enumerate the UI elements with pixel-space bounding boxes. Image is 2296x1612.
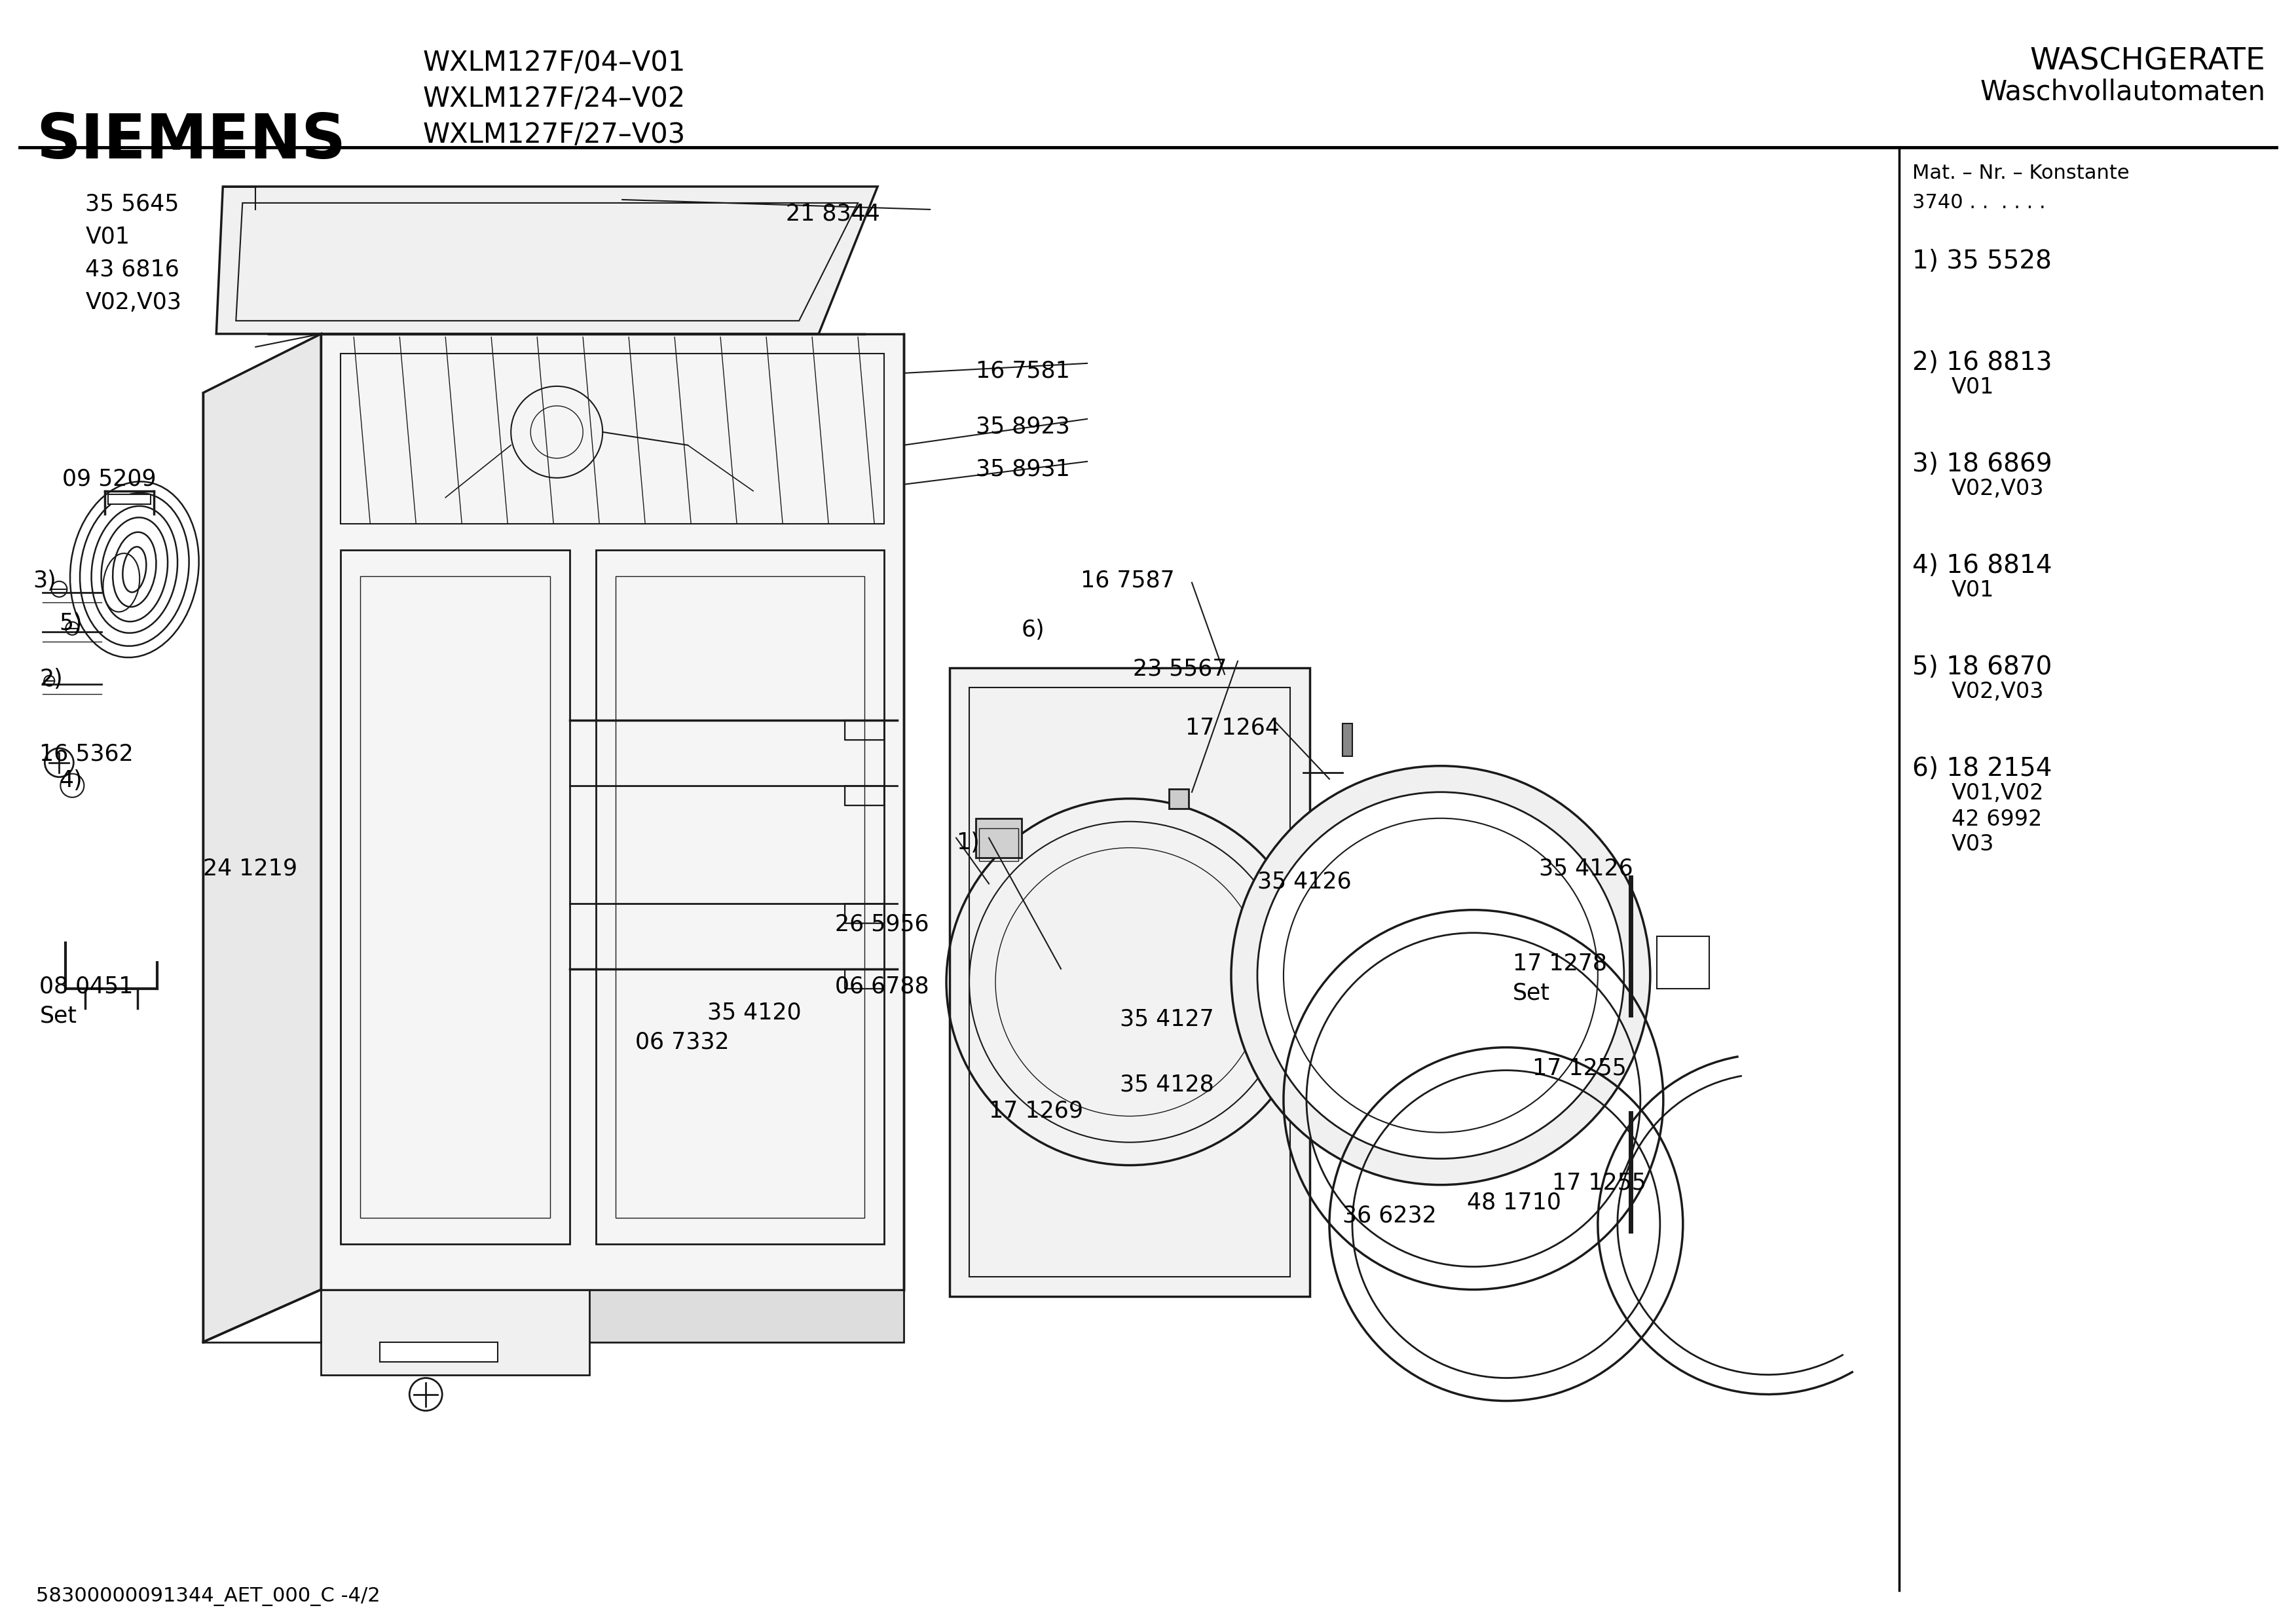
Text: 26 5956: 26 5956 — [836, 912, 930, 935]
Bar — [845, 969, 884, 988]
Circle shape — [1231, 766, 1651, 1185]
Text: 1) 35 5528: 1) 35 5528 — [1913, 248, 2053, 274]
Bar — [976, 819, 1022, 858]
Bar — [379, 1341, 498, 1362]
Text: 6): 6) — [1022, 619, 1045, 642]
Bar — [845, 721, 884, 740]
Text: 06 7332: 06 7332 — [636, 1032, 730, 1053]
Bar — [978, 829, 1019, 861]
Text: 2) 16 8813: 2) 16 8813 — [1913, 350, 2053, 376]
Text: Set: Set — [39, 1004, 76, 1027]
Text: 24 1219: 24 1219 — [204, 858, 298, 880]
Text: 06 6788: 06 6788 — [836, 975, 930, 998]
Text: V02,V03: V02,V03 — [85, 292, 181, 314]
Text: 35 4126: 35 4126 — [1258, 870, 1352, 893]
Text: Mat. – Nr. – Konstante: Mat. – Nr. – Konstante — [1913, 164, 2128, 182]
Bar — [845, 785, 884, 804]
Text: 16 7587: 16 7587 — [1081, 569, 1176, 592]
Bar — [845, 903, 884, 924]
Circle shape — [1258, 791, 1623, 1159]
Text: 35 4126: 35 4126 — [1538, 858, 1632, 880]
Text: V03: V03 — [1952, 833, 1995, 854]
Bar — [845, 721, 884, 740]
Polygon shape — [204, 334, 321, 1341]
Text: 35 4127: 35 4127 — [1120, 1008, 1215, 1030]
Text: SIEMENS: SIEMENS — [37, 111, 347, 171]
Bar — [845, 903, 884, 924]
Text: 17 1255: 17 1255 — [1552, 1172, 1646, 1194]
Polygon shape — [321, 1290, 590, 1375]
Text: 58300000091344_AET_000_C -4/2: 58300000091344_AET_000_C -4/2 — [37, 1588, 381, 1607]
Text: 4): 4) — [60, 769, 83, 791]
Text: 48 1710: 48 1710 — [1467, 1191, 1561, 1214]
Text: V02,V03: V02,V03 — [1952, 680, 2043, 703]
Text: 17 1264: 17 1264 — [1185, 717, 1279, 738]
Text: 6) 18 2154: 6) 18 2154 — [1913, 756, 2053, 780]
Bar — [845, 969, 884, 988]
Text: WASCHGERATE: WASCHGERATE — [2030, 47, 2266, 77]
Text: V01: V01 — [1952, 377, 1995, 398]
Polygon shape — [321, 1290, 905, 1341]
Text: 36 6232: 36 6232 — [1343, 1204, 1437, 1227]
Text: 35 4120: 35 4120 — [707, 1001, 801, 1024]
Text: V01: V01 — [85, 226, 131, 248]
Text: 09 5209: 09 5209 — [62, 467, 156, 490]
Text: 5): 5) — [60, 613, 83, 635]
Text: 17 1255: 17 1255 — [1531, 1057, 1626, 1080]
Text: WXLM127F/04–V01: WXLM127F/04–V01 — [422, 48, 687, 77]
Text: 35 5645: 35 5645 — [85, 193, 179, 216]
Bar — [1343, 724, 1352, 756]
Text: 1): 1) — [955, 832, 980, 854]
Text: 08 0451: 08 0451 — [39, 975, 133, 998]
Text: 16 7581: 16 7581 — [976, 359, 1070, 382]
Polygon shape — [321, 334, 905, 1290]
Text: 35 4128: 35 4128 — [1120, 1074, 1215, 1096]
Text: Waschvollautomaten: Waschvollautomaten — [1979, 79, 2266, 106]
Text: V01,V02: V01,V02 — [1952, 782, 2043, 804]
Text: 35 8931: 35 8931 — [976, 458, 1070, 480]
Text: WXLM127F/24–V02: WXLM127F/24–V02 — [422, 85, 684, 113]
Text: 17 1278: 17 1278 — [1513, 953, 1607, 975]
Text: 4) 16 8814: 4) 16 8814 — [1913, 553, 2053, 579]
Text: 5) 18 6870: 5) 18 6870 — [1913, 654, 2053, 680]
Bar — [845, 785, 884, 804]
Text: 16 5362: 16 5362 — [39, 743, 133, 766]
Text: 43 6816: 43 6816 — [85, 258, 179, 280]
Text: 3) 18 6869: 3) 18 6869 — [1913, 451, 2053, 477]
Text: 23 5567: 23 5567 — [1132, 658, 1226, 680]
Polygon shape — [951, 667, 1309, 1296]
Text: 21 8344: 21 8344 — [785, 203, 879, 226]
Bar — [1169, 788, 1189, 809]
Text: 35 8923: 35 8923 — [976, 416, 1070, 438]
Text: V02,V03: V02,V03 — [1952, 477, 2043, 500]
Text: Set: Set — [1513, 982, 1550, 1004]
Text: 17 1269: 17 1269 — [990, 1099, 1084, 1122]
Text: V01: V01 — [1952, 579, 1995, 601]
Text: 42 6992: 42 6992 — [1952, 809, 2041, 830]
Bar — [108, 495, 152, 505]
Text: 3740 . .  . . . .: 3740 . . . . . . — [1913, 193, 2046, 213]
Text: 2): 2) — [39, 667, 62, 690]
Text: WXLM127F/27–V03: WXLM127F/27–V03 — [422, 121, 684, 148]
Text: 3): 3) — [32, 569, 57, 592]
Polygon shape — [216, 187, 877, 334]
